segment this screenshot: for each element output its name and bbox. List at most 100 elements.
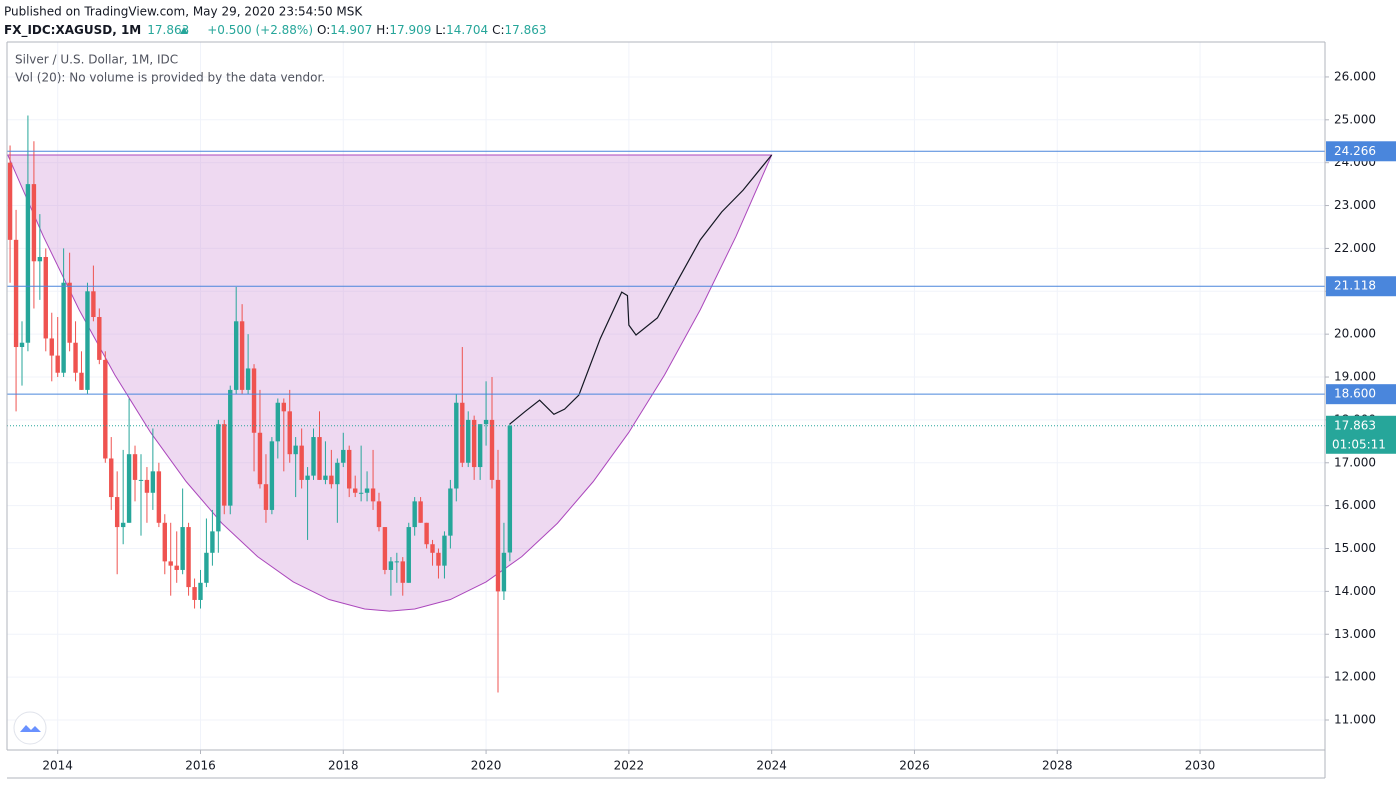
- candle-body: [150, 471, 156, 493]
- candle-body: [376, 501, 382, 528]
- price-label: 21.118: [1334, 279, 1376, 293]
- candle-body: [341, 449, 346, 463]
- candle-body: [233, 321, 239, 390]
- ohlc-label: L:: [435, 23, 446, 37]
- candle-body: [263, 484, 269, 510]
- candle-body: [114, 497, 120, 528]
- candle-body: [293, 445, 298, 455]
- candle-body: [31, 184, 37, 262]
- y-tick-label: 26.000: [1334, 69, 1376, 83]
- candle-body: [180, 527, 185, 570]
- candles: [7, 115, 513, 693]
- y-tick-label: 13.000: [1334, 627, 1376, 641]
- candle-body: [120, 522, 126, 528]
- y-tick-label: 15.000: [1334, 541, 1376, 555]
- countdown: 01:05:11: [1332, 437, 1386, 451]
- candle-body: [501, 552, 507, 592]
- candle-body: [394, 561, 400, 563]
- ohlc-value: 14.907: [330, 23, 372, 37]
- candle-body: [329, 475, 334, 485]
- candle-body: [364, 488, 370, 493]
- y-tick-label: 22.000: [1334, 241, 1376, 255]
- candle-body: [43, 256, 48, 339]
- grid: [7, 42, 1325, 750]
- candle-body: [275, 402, 281, 442]
- candle-body: [412, 501, 417, 528]
- candle-body: [55, 355, 60, 373]
- candle-body: [186, 527, 191, 588]
- candle-body: [299, 445, 304, 480]
- candle-body: [162, 522, 167, 562]
- candle-body: [454, 402, 459, 489]
- candle-body: [73, 342, 78, 373]
- drawings: [6, 154, 773, 612]
- candle-body: [424, 522, 429, 545]
- cup-pattern: [6, 154, 773, 612]
- volume-note: Vol (20): No volume is provided by the d…: [15, 71, 325, 85]
- candle-body: [442, 535, 447, 566]
- candle-body: [466, 419, 471, 463]
- candle-body: [222, 424, 227, 506]
- candle-body: [305, 475, 310, 480]
- candle-body: [144, 479, 150, 493]
- candle-body: [400, 561, 405, 583]
- y-tick-label: 25.000: [1334, 112, 1376, 126]
- price-label: 24.266: [1334, 144, 1376, 158]
- candle-body: [430, 544, 435, 553]
- ohlc-label: H:: [376, 23, 389, 37]
- x-tick-label: 2022: [614, 759, 645, 773]
- x-tick-label: 2018: [328, 759, 359, 773]
- candle-body: [138, 479, 144, 481]
- candle-body: [448, 488, 453, 536]
- candle-body: [245, 368, 251, 390]
- y-tick-label: 23.000: [1334, 198, 1376, 212]
- y-tick-label: 14.000: [1334, 584, 1376, 598]
- price-label-box: [1326, 276, 1396, 297]
- candle-body: [317, 437, 322, 480]
- candle-body: [67, 282, 72, 343]
- candle-body: [216, 424, 221, 532]
- candle-body: [61, 282, 66, 373]
- candle-body: [347, 449, 352, 489]
- candle-body: [489, 419, 495, 480]
- overlay: [7, 150, 1325, 427]
- candle-body: [460, 402, 465, 463]
- candle-body: [37, 256, 43, 262]
- candle-body: [388, 561, 394, 570]
- ohlc-label: C:: [492, 23, 504, 37]
- candle-body: [370, 488, 376, 502]
- candle-body: [507, 425, 513, 553]
- candle-body: [418, 501, 423, 523]
- candle-body: [174, 565, 179, 570]
- candle-body: [471, 419, 477, 468]
- price-label: 18.600: [1334, 387, 1376, 401]
- candle-body: [168, 561, 173, 566]
- candle-body: [323, 475, 328, 480]
- candle-body: [85, 291, 90, 390]
- y-tick-label: 17.000: [1334, 455, 1376, 469]
- x-tick-label: 2016: [185, 759, 216, 773]
- legend-title: Silver / U.S. Dollar, 1M, IDC: [15, 53, 178, 67]
- candle-body: [19, 342, 25, 348]
- last-price-box: [1326, 415, 1396, 454]
- candle-body: [156, 471, 162, 523]
- ohlc-label: O:: [317, 23, 330, 37]
- candle-body: [192, 587, 197, 600]
- candle-body: [239, 321, 245, 390]
- up-arrow: [180, 27, 188, 34]
- candle-body: [287, 411, 292, 455]
- x-tick-label: 2028: [1042, 759, 1073, 773]
- y-tick-label: 19.000: [1334, 370, 1376, 384]
- candle-body: [132, 454, 138, 480]
- x-tick-label: 2020: [471, 759, 502, 773]
- y-tick-label: 12.000: [1334, 670, 1376, 684]
- candle-body: [25, 184, 31, 343]
- candle-body: [406, 527, 411, 583]
- ohlc-value: 17.909: [389, 23, 431, 37]
- candle-body: [353, 488, 358, 493]
- price-label-box: [1326, 384, 1396, 405]
- symbol-line: FX_IDC:XAGUSD, 1M 17.863 +0.500 (+2.88%) O:…: [4, 23, 547, 38]
- candle-body: [198, 582, 203, 600]
